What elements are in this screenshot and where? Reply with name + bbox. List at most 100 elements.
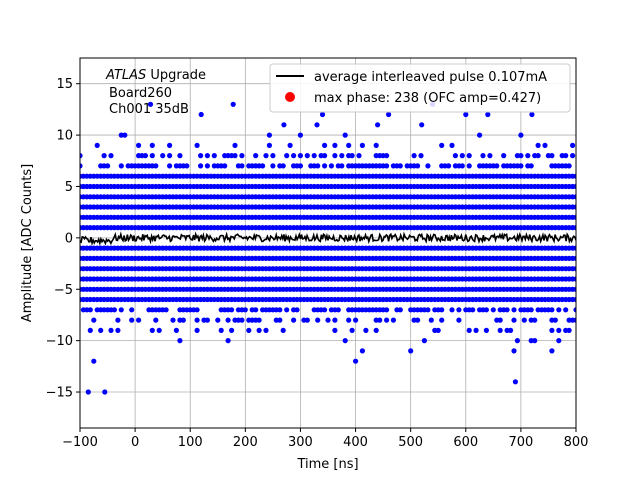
x-tick-label: −100 xyxy=(62,435,98,450)
data-point xyxy=(149,142,155,148)
data-point xyxy=(229,327,235,333)
data-point xyxy=(373,327,379,333)
data-point xyxy=(280,163,286,169)
plot-area xyxy=(80,101,576,395)
data-point xyxy=(184,163,190,169)
data-point xyxy=(504,307,510,313)
data-point xyxy=(459,163,465,169)
data-point xyxy=(149,327,155,333)
data-point xyxy=(211,153,217,159)
data-point xyxy=(573,276,576,282)
data-point xyxy=(315,163,321,169)
data-point xyxy=(297,153,303,159)
data-point xyxy=(136,142,142,148)
data-point xyxy=(563,153,569,159)
data-point xyxy=(129,317,135,323)
data-point xyxy=(449,307,455,313)
data-point xyxy=(532,317,538,323)
data-point xyxy=(173,327,179,333)
data-point xyxy=(528,307,534,313)
data-point xyxy=(101,153,107,159)
data-point xyxy=(218,327,224,333)
data-point xyxy=(322,153,328,159)
data-point xyxy=(94,142,100,148)
data-point xyxy=(122,132,128,138)
data-point xyxy=(384,153,390,159)
data-point xyxy=(266,132,272,138)
data-point xyxy=(325,317,331,323)
annotation-line2: Board260 xyxy=(109,86,172,101)
data-point xyxy=(102,389,108,395)
data-point xyxy=(198,163,204,169)
data-point xyxy=(425,307,431,313)
data-point xyxy=(497,327,503,333)
data-point xyxy=(297,163,303,169)
data-point xyxy=(497,317,503,323)
data-point xyxy=(339,163,345,169)
data-point xyxy=(284,153,290,159)
x-tick-label: 300 xyxy=(288,435,313,450)
data-point xyxy=(549,348,555,354)
data-point xyxy=(105,163,111,169)
data-point xyxy=(242,307,248,313)
data-point xyxy=(573,307,576,313)
data-point xyxy=(342,338,348,344)
y-tick-label: −10 xyxy=(46,334,73,349)
axes: −100 0 100 200 300 400 500 600 700 800 −15 −10 −5 0 5 1… xyxy=(20,57,588,472)
data-point xyxy=(556,338,562,344)
data-point xyxy=(80,153,83,159)
data-point xyxy=(573,255,576,261)
data-point xyxy=(163,307,169,313)
data-point xyxy=(180,317,186,323)
data-point xyxy=(304,153,310,159)
legend-entry-average-pulse: average interleaved pulse 0.107mA xyxy=(314,70,547,85)
data-point xyxy=(232,142,238,148)
data-point xyxy=(225,338,231,344)
data-point xyxy=(446,163,452,169)
data-point xyxy=(359,348,365,354)
data-point xyxy=(483,307,489,313)
data-point xyxy=(573,183,576,190)
data-point xyxy=(439,317,445,323)
data-point xyxy=(525,153,531,159)
data-point xyxy=(198,153,204,159)
data-point xyxy=(167,163,173,169)
data-point xyxy=(246,327,252,333)
data-point xyxy=(466,163,472,169)
data-point xyxy=(573,266,576,272)
data-point xyxy=(563,307,569,313)
data-point xyxy=(160,153,166,159)
data-point xyxy=(349,327,355,333)
data-point xyxy=(270,163,276,169)
data-point xyxy=(239,153,245,159)
data-point xyxy=(514,338,521,344)
data-point xyxy=(204,153,210,159)
data-point xyxy=(239,163,245,169)
annotation-line3: Ch001 35dB xyxy=(109,102,189,117)
data-point xyxy=(535,153,541,159)
data-point xyxy=(177,338,183,344)
data-point xyxy=(339,153,345,159)
data-point xyxy=(149,153,155,159)
data-point xyxy=(287,142,293,148)
data-point xyxy=(473,327,479,333)
annotation-line1: ATLAS Upgrade xyxy=(105,68,206,83)
data-point xyxy=(281,122,287,128)
data-point xyxy=(353,358,359,364)
data-point xyxy=(277,307,283,313)
data-point xyxy=(552,317,558,323)
legend: average interleaved pulse 0.107mA max ph… xyxy=(269,63,571,113)
data-point xyxy=(452,153,458,159)
data-point xyxy=(87,307,93,313)
data-point xyxy=(322,163,328,169)
data-point xyxy=(573,194,576,200)
data-point xyxy=(204,163,210,169)
data-point xyxy=(529,111,535,118)
data-point xyxy=(375,122,381,128)
data-point xyxy=(439,307,445,313)
data-point xyxy=(332,142,338,148)
data-point xyxy=(263,153,269,159)
data-point xyxy=(280,327,286,333)
data-point xyxy=(428,317,434,323)
data-point xyxy=(322,142,328,148)
